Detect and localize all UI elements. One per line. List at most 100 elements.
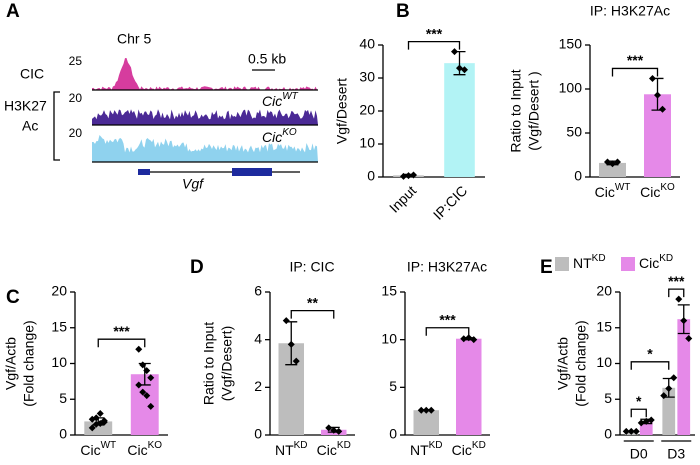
y-axis-label: Ratio to Input bbox=[508, 69, 524, 152]
data-point bbox=[143, 367, 151, 375]
data-point bbox=[622, 427, 630, 435]
legend-label-sup: KD bbox=[659, 253, 673, 264]
bar bbox=[444, 63, 475, 177]
y-tick-label: 5 bbox=[389, 378, 397, 394]
x-tick-label: NTKD bbox=[410, 440, 443, 458]
data-point bbox=[680, 317, 688, 325]
significance-label: *** bbox=[426, 25, 443, 41]
data-point bbox=[659, 105, 666, 113]
data-point bbox=[100, 418, 108, 426]
chromosome: Chr 5 bbox=[117, 31, 151, 47]
y-axis-label: (Fold change) bbox=[573, 320, 589, 406]
track-label: CicKO bbox=[262, 127, 297, 145]
y-tick-label: 6 bbox=[254, 283, 262, 299]
significance-bracket bbox=[630, 361, 670, 370]
data-point bbox=[422, 406, 430, 414]
x-tick-label-sup: KD bbox=[294, 440, 308, 451]
y-tick-label: 100 bbox=[559, 80, 583, 96]
track-max: 25 bbox=[69, 54, 83, 68]
data-point bbox=[647, 416, 655, 424]
y-tick-label: 15 bbox=[596, 318, 612, 334]
track-signal bbox=[92, 58, 318, 90]
data-point bbox=[330, 426, 338, 434]
y-tick-label: 150 bbox=[559, 36, 583, 52]
bar bbox=[456, 338, 482, 435]
y-tick-label: 30 bbox=[359, 69, 375, 85]
x-tick-label-base: NT bbox=[410, 442, 429, 458]
significance-label: ** bbox=[307, 294, 318, 310]
panel-letter: C bbox=[6, 287, 20, 308]
y-axis-label: Vgf/Desert bbox=[334, 78, 350, 144]
gene-exon bbox=[138, 169, 150, 175]
panel-letter: D bbox=[190, 257, 204, 278]
y-tick-label: 20 bbox=[596, 283, 612, 299]
x-tick-label: Input bbox=[386, 182, 419, 215]
x-tick-label: D3 bbox=[667, 446, 685, 462]
significance-bracket bbox=[668, 288, 685, 298]
x-tick-label-sup: WT bbox=[101, 440, 117, 451]
legend-label: NTKD bbox=[573, 253, 606, 271]
x-tick-label-base: Cic bbox=[80, 442, 100, 458]
gene-exon bbox=[232, 168, 272, 176]
data-point bbox=[614, 158, 621, 166]
chart-title: IP: CIC bbox=[289, 259, 334, 275]
legend-swatch bbox=[621, 257, 635, 271]
y-axis-label: Ratio to Input bbox=[201, 322, 217, 405]
x-tick-label: CicKO bbox=[640, 182, 675, 200]
y-tick-label: 15 bbox=[51, 318, 67, 334]
y-tick-label: 2 bbox=[254, 378, 262, 394]
y-tick-label: 0 bbox=[574, 168, 582, 184]
significance-bracket bbox=[425, 327, 470, 336]
data-point bbox=[460, 335, 468, 343]
data-point bbox=[451, 48, 458, 56]
y-axis-label: (Fold change) bbox=[21, 320, 37, 406]
y-axis-label: (Vgf/Desert ) bbox=[526, 71, 542, 150]
data-point bbox=[282, 317, 290, 325]
y-tick-label: 5 bbox=[604, 390, 612, 406]
bar bbox=[413, 410, 439, 435]
data-point bbox=[143, 392, 151, 400]
panel-letter: A bbox=[6, 1, 20, 22]
x-tick-label-sup: KO bbox=[148, 440, 163, 451]
group-label: H3K27 bbox=[4, 98, 47, 114]
data-point bbox=[670, 374, 678, 382]
significance-bracket bbox=[611, 67, 659, 77]
data-point bbox=[287, 340, 295, 348]
track-max: 20 bbox=[69, 91, 83, 105]
track-max: 20 bbox=[69, 126, 83, 140]
gene-label: Vgf bbox=[182, 176, 205, 192]
significance-label: * bbox=[647, 346, 653, 362]
chart-title: IP: H3K27Ac bbox=[407, 259, 487, 275]
panel-letter: B bbox=[396, 1, 410, 22]
panel-letter: E bbox=[540, 257, 553, 278]
y-tick-label: 10 bbox=[596, 354, 612, 370]
data-point bbox=[470, 336, 478, 344]
data-point bbox=[139, 388, 147, 396]
track-label-base: Cic bbox=[262, 93, 282, 109]
data-point bbox=[400, 172, 407, 180]
data-point bbox=[632, 427, 640, 435]
data-point bbox=[685, 334, 693, 342]
x-tick-label-base: Cic bbox=[317, 442, 337, 458]
y-tick-label: 0 bbox=[389, 426, 397, 442]
track-label-sup: KO bbox=[282, 127, 297, 138]
scale-label: 0.5 kb bbox=[248, 51, 286, 67]
x-tick-label: NTKD bbox=[275, 440, 308, 458]
y-axis-label: Vgf/Actb bbox=[3, 337, 19, 390]
data-point bbox=[139, 361, 147, 369]
data-point bbox=[427, 406, 435, 414]
bar bbox=[677, 319, 691, 435]
track-signal bbox=[92, 135, 318, 162]
data-point bbox=[292, 357, 300, 365]
x-tick-label: CicKD bbox=[452, 440, 486, 458]
y-axis-label: Vgf/Actb bbox=[555, 337, 571, 390]
bar bbox=[639, 421, 653, 435]
data-point bbox=[660, 392, 668, 400]
track-label: CIC bbox=[20, 66, 44, 82]
y-tick-label: 10 bbox=[51, 354, 67, 370]
data-point bbox=[637, 419, 645, 427]
significance-label: *** bbox=[627, 52, 644, 68]
x-tick-label-sup: WT bbox=[615, 182, 631, 193]
data-point bbox=[335, 427, 343, 435]
